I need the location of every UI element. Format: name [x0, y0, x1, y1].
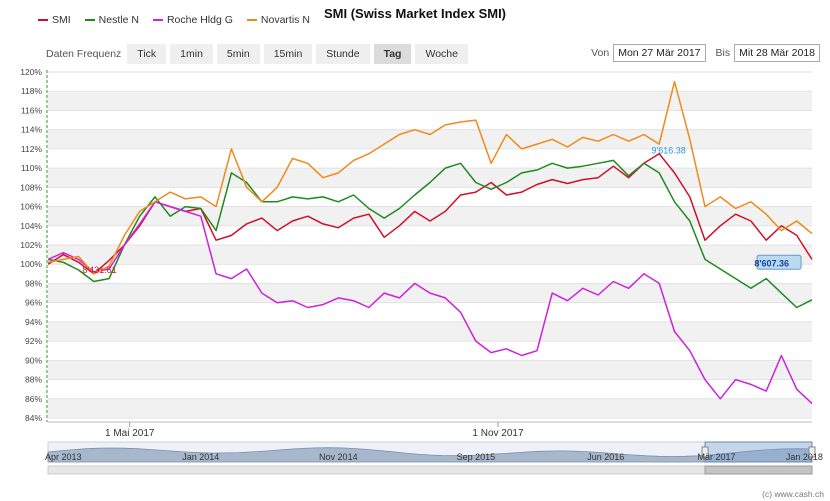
y-tick-label: 98%	[25, 278, 42, 288]
to-label: Bis	[715, 47, 731, 59]
freq-button-tick[interactable]: Tick	[127, 44, 167, 64]
y-tick-label: 112%	[21, 144, 43, 154]
legend-swatch	[38, 19, 48, 21]
navigator-tick-label: Jan 2018	[786, 452, 823, 462]
series-line-roche-hldg-g	[47, 201, 813, 405]
grid-band	[48, 398, 812, 418]
x-tick-label: 1 Mai 2017	[105, 428, 155, 439]
y-tick-label: 106%	[20, 202, 42, 212]
legend-label: SMI	[52, 14, 71, 26]
y-tick-label: 110%	[21, 163, 43, 173]
legend-swatch	[152, 19, 163, 21]
to-date-input[interactable]: Mit 28 Mär 2018	[734, 44, 820, 62]
y-tick-label: 88%	[25, 375, 42, 385]
y-tick-label: 120%	[20, 67, 42, 77]
series-line-nestle-n	[47, 159, 813, 309]
x-tick-label: 1 Nov 2017	[472, 428, 524, 439]
annotation-box	[756, 254, 802, 270]
freq-button-woche[interactable]: Woche	[415, 44, 468, 64]
grid-band	[48, 206, 812, 226]
y-tick-label: 94%	[25, 317, 42, 327]
frequency-label: Daten Frequenz	[46, 48, 122, 60]
series-line-novartis-n	[47, 80, 813, 275]
y-tick-label: 90%	[25, 355, 42, 365]
annotation-label: 9'616.38	[652, 146, 686, 156]
navigator-tick-label: Jun 2016	[587, 452, 624, 462]
from-label: Von	[591, 47, 610, 59]
legend-item-smi[interactable]: SMI	[38, 14, 71, 26]
grid-band	[48, 360, 812, 380]
navigator-tick-label: Nov 2014	[319, 452, 358, 462]
legend-label: Nestle N	[98, 14, 139, 26]
frequency-toolbar: Daten Frequenz Tick 1min 5min 15min Stun…	[46, 44, 472, 64]
freq-button-5min[interactable]: 5min	[216, 44, 260, 64]
legend-label: Novartis N	[260, 14, 310, 26]
freq-button-1min[interactable]: 1min	[170, 44, 213, 64]
from-date-input[interactable]: Mon 27 Mär 2017	[613, 44, 706, 62]
y-tick-label: 84%	[25, 413, 42, 423]
legend: SMI Nestle N Roche Hldg G Novartis N	[38, 14, 310, 26]
y-tick-label: 114%	[21, 125, 43, 135]
chart-title: SMI (Swiss Market Index SMI)	[323, 6, 507, 21]
y-tick-label: 104%	[20, 221, 42, 231]
freq-button-15min[interactable]: 15min	[263, 44, 313, 64]
navigator-handle-left[interactable]	[701, 446, 709, 458]
credit-text: (c) www.cash.ch	[762, 489, 824, 499]
legend-swatch	[84, 19, 95, 21]
date-range: Von Mon 27 Mär 2017 Bis Mit 28 Mär 2018	[591, 44, 820, 62]
navigator-handle-right[interactable]	[808, 446, 816, 458]
grid-band	[48, 129, 812, 149]
y-tick-label: 92%	[25, 336, 42, 346]
grid-band	[48, 91, 812, 111]
grid-band	[48, 321, 812, 342]
freq-button-tag[interactable]: Tag	[373, 44, 412, 64]
legend-swatch	[246, 19, 257, 21]
y-tick-label: 108%	[20, 182, 42, 192]
scrollbar-track	[47, 465, 813, 475]
navigator-tick-label: Mär 2017	[697, 452, 735, 462]
y-tick-label: 102%	[20, 240, 42, 250]
grid-band	[48, 168, 812, 188]
navigator-tick-label: Sep 2015	[457, 452, 496, 462]
navigator-tick-label: Apr 2013	[45, 452, 82, 462]
y-tick-label: 116%	[21, 105, 43, 115]
legend-item-nestle[interactable]: Nestle N	[84, 14, 139, 26]
freq-button-stunde[interactable]: Stunde	[316, 44, 370, 64]
y-tick-label: 86%	[25, 394, 42, 404]
scrollbar-thumb[interactable]	[704, 465, 813, 475]
legend-label: Roche Hldg G	[166, 14, 233, 26]
navigator-tick-label: Jan 2014	[182, 452, 219, 462]
annotation-label: 8'431.61	[82, 265, 116, 275]
grid-band	[48, 245, 812, 265]
y-tick-label: 118%	[21, 86, 43, 96]
legend-item-novartis[interactable]: Novartis N	[246, 14, 310, 26]
annotation-label: 8'607.36	[754, 258, 789, 268]
y-tick-label: 96%	[25, 298, 42, 308]
y-tick-label: 100%	[20, 259, 42, 269]
legend-item-roche[interactable]: Roche Hldg G	[152, 14, 233, 26]
